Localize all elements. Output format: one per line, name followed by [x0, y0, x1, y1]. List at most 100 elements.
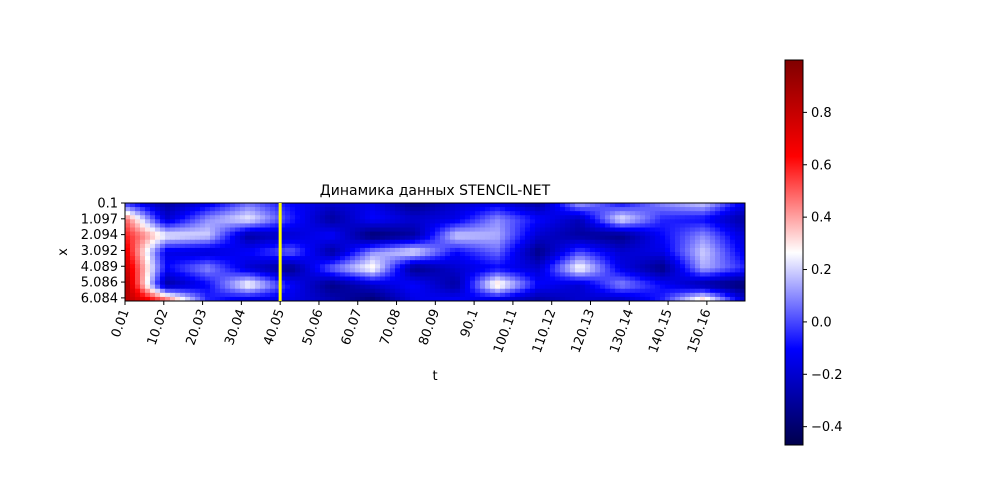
heatmap-cell — [430, 292, 436, 298]
heatmap-cell — [560, 276, 566, 282]
heatmap-cell — [510, 207, 516, 212]
heatmap-cell — [200, 276, 206, 282]
heatmap-cell — [215, 219, 221, 225]
heatmap-cell — [135, 276, 141, 282]
heatmap-cell — [725, 215, 731, 220]
heatmap-cell — [650, 276, 656, 282]
heatmap-cell — [395, 276, 401, 282]
heatmap-cell — [645, 239, 651, 245]
heatmap-cell — [725, 203, 731, 208]
heatmap-cell — [150, 292, 156, 298]
heatmap-cell — [575, 223, 581, 229]
heatmap-cell — [335, 243, 341, 249]
heatmap-cell — [590, 211, 596, 216]
heatmap-cell — [515, 256, 521, 261]
heatmap-cell — [600, 288, 606, 294]
heatmap-cell — [270, 215, 276, 220]
heatmap-cell — [665, 296, 671, 301]
heatmap-cell — [270, 211, 276, 216]
heatmap-cell — [190, 268, 196, 274]
x-tick-label: 150.16 — [685, 307, 715, 355]
heatmap-cell — [570, 203, 576, 208]
heatmap-cell — [570, 243, 576, 249]
heatmap-cell — [125, 239, 131, 245]
heatmap-cell — [615, 252, 621, 257]
heatmap-cell — [555, 272, 561, 278]
heatmap-cell — [550, 260, 556, 265]
heatmap-cell — [595, 296, 601, 301]
heatmap-cell — [235, 235, 241, 241]
heatmap-cell — [415, 280, 421, 286]
heatmap-cell — [625, 215, 631, 220]
heatmap-cell — [550, 207, 556, 212]
heatmap-cell — [160, 219, 166, 225]
heatmap-cell — [620, 207, 626, 212]
heatmap-cell — [300, 235, 306, 241]
heatmap-cell — [505, 268, 511, 274]
heatmap-cell — [280, 223, 286, 229]
heatmap-cell — [220, 276, 226, 282]
heatmap-cell — [515, 235, 521, 241]
heatmap-cell — [365, 227, 371, 233]
heatmap-cell — [640, 268, 646, 274]
heatmap-cell — [460, 219, 466, 225]
heatmap-cell — [490, 231, 496, 237]
heatmap-cell — [660, 268, 666, 274]
heatmap-cell — [140, 268, 146, 274]
heatmap-cell — [140, 239, 146, 245]
heatmap-cell — [165, 243, 171, 249]
heatmap-cell — [140, 211, 146, 216]
heatmap-cell — [560, 247, 566, 253]
heatmap-cell — [635, 223, 641, 229]
heatmap-cell — [550, 264, 556, 269]
heatmap-cell — [125, 292, 131, 298]
heatmap-cell — [615, 296, 621, 301]
heatmap-cell — [290, 215, 296, 220]
heatmap-cell — [455, 284, 461, 290]
heatmap-cell — [190, 219, 196, 225]
heatmap-cell — [495, 203, 501, 208]
heatmap-cell — [225, 260, 231, 265]
heatmap-cell — [495, 280, 501, 286]
heatmap-cell — [715, 252, 721, 257]
heatmap-cell — [490, 272, 496, 278]
heatmap-cell — [725, 280, 731, 286]
heatmap-cell — [145, 292, 151, 298]
heatmap-cell — [185, 288, 191, 294]
heatmap-cell — [155, 292, 161, 298]
heatmap-cell — [335, 252, 341, 257]
heatmap-cell — [220, 260, 226, 265]
heatmap-cell — [330, 235, 336, 241]
heatmap-cell — [250, 296, 256, 301]
heatmap-cell — [185, 247, 191, 253]
heatmap-cell — [310, 231, 316, 237]
heatmap-cell — [425, 284, 431, 290]
heatmap-cell — [625, 203, 631, 208]
heatmap-cell — [215, 211, 221, 216]
heatmap-cell — [540, 215, 546, 220]
heatmap-cell — [310, 280, 316, 286]
heatmap-cell — [340, 227, 346, 233]
heatmap-cell — [305, 296, 311, 301]
heatmap-cell — [740, 276, 745, 282]
heatmap-cell — [735, 268, 741, 274]
heatmap-cell — [615, 280, 621, 286]
heatmap-cell — [495, 215, 501, 220]
heatmap-cell — [125, 203, 131, 208]
heatmap-cell — [605, 211, 611, 216]
heatmap-cell — [185, 223, 191, 229]
heatmap-cell — [655, 207, 661, 212]
heatmap-cell — [335, 211, 341, 216]
heatmap-cell — [205, 264, 211, 269]
heatmap-cell — [410, 264, 416, 269]
heatmap-cell — [355, 219, 361, 225]
heatmap-cell — [535, 276, 541, 282]
heatmap-cell — [370, 280, 376, 286]
heatmap-cell — [400, 280, 406, 286]
heatmap-cell — [345, 272, 351, 278]
y-tick-label: 1.097 — [81, 212, 118, 227]
heatmap-cell — [425, 268, 431, 274]
heatmap-cell — [275, 252, 281, 257]
heatmap-cell — [565, 239, 571, 245]
heatmap-cell — [695, 247, 701, 253]
